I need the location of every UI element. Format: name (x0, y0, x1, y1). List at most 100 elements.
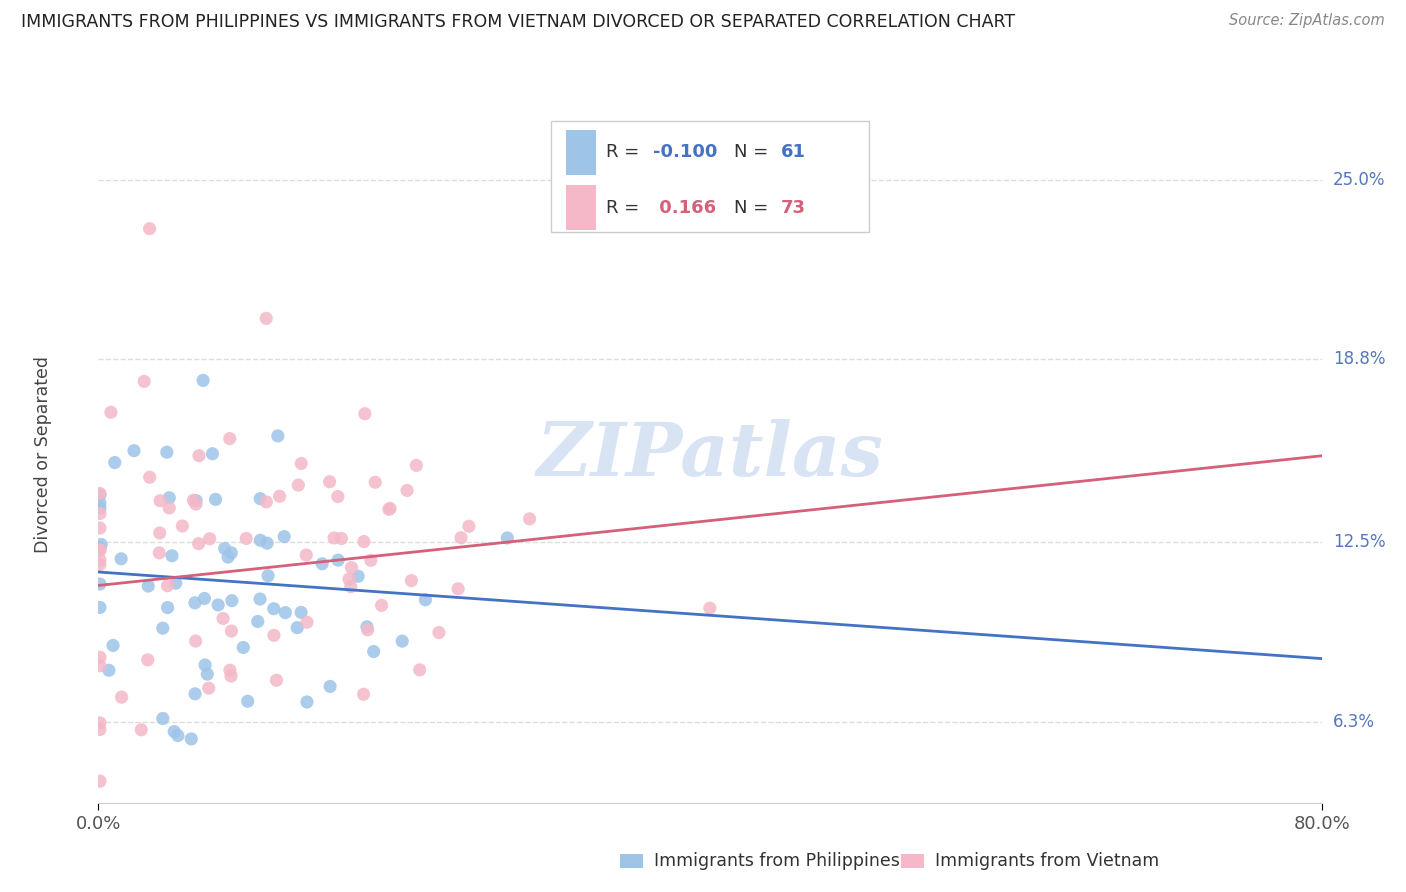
Point (217, 550, 239, 565)
Point (207, 598, 229, 612)
Point (699, 601, 721, 615)
Point (254, 495, 277, 509)
Point (295, 695, 318, 709)
Point (370, 599, 392, 613)
Point (89, 488, 111, 502)
Point (339, 580, 361, 594)
Point (97, 663, 120, 677)
Point (89, 496, 111, 510)
Point (188, 449, 211, 463)
Point (157, 500, 180, 515)
Point (378, 502, 401, 516)
Point (198, 532, 221, 546)
Point (100, 405, 122, 419)
Point (172, 519, 194, 533)
Point (254, 311, 277, 326)
Point (285, 621, 308, 635)
Point (391, 634, 413, 648)
Point (183, 493, 205, 508)
Point (184, 493, 207, 508)
Point (152, 711, 174, 725)
Point (221, 546, 243, 560)
Text: 6.3%: 6.3% (1333, 713, 1375, 731)
Point (405, 458, 427, 473)
Point (165, 576, 187, 591)
Point (232, 640, 254, 655)
Text: 18.8%: 18.8% (1333, 351, 1385, 368)
Point (354, 407, 377, 421)
Point (496, 531, 519, 545)
Text: Immigrants from Philippines: Immigrants from Philippines (654, 852, 900, 870)
Point (340, 560, 363, 574)
Point (219, 663, 242, 677)
Point (89, 558, 111, 572)
Text: N =: N = (734, 143, 775, 161)
Point (89, 577, 111, 591)
Point (89, 723, 111, 737)
Point (330, 532, 353, 546)
Point (149, 493, 172, 508)
Point (194, 657, 217, 672)
Point (364, 475, 387, 490)
Text: 12.5%: 12.5% (1333, 533, 1385, 551)
FancyBboxPatch shape (551, 121, 869, 232)
Point (415, 592, 437, 607)
Point (129, 723, 152, 737)
Point (214, 541, 236, 556)
Point (287, 478, 309, 492)
Point (263, 601, 285, 615)
Point (89, 774, 111, 789)
Text: 25.0%: 25.0% (1333, 170, 1385, 188)
Point (218, 432, 240, 446)
Point (295, 615, 318, 630)
Point (136, 653, 159, 667)
Point (184, 634, 207, 648)
Point (273, 530, 295, 544)
Point (458, 519, 481, 533)
Point (356, 620, 378, 634)
Point (378, 501, 401, 516)
Point (246, 615, 269, 629)
Point (295, 548, 318, 562)
Point (89, 507, 111, 521)
Text: R =: R = (606, 143, 645, 161)
Point (89, 600, 111, 615)
Point (184, 596, 207, 610)
Text: Source: ZipAtlas.com: Source: ZipAtlas.com (1229, 13, 1385, 29)
Point (138, 470, 160, 484)
Point (249, 592, 271, 607)
Point (249, 533, 271, 548)
Point (427, 625, 450, 640)
Point (347, 569, 370, 583)
Point (152, 621, 174, 635)
Point (89, 543, 111, 558)
Point (212, 611, 235, 625)
Point (353, 687, 375, 701)
Point (156, 579, 179, 593)
Text: IMMIGRANTS FROM PHILIPPINES VS IMMIGRANTS FROM VIETNAM DIVORCED OR SEPARATED COR: IMMIGRANTS FROM PHILIPPINES VS IMMIGRANT… (21, 13, 1015, 31)
Text: Immigrants from Vietnam: Immigrants from Vietnam (935, 852, 1159, 870)
Point (89, 521, 111, 535)
Point (89, 543, 111, 558)
Point (157, 491, 180, 505)
Point (290, 606, 312, 620)
Point (163, 724, 186, 739)
Point (221, 593, 243, 607)
Point (89, 658, 111, 673)
Point (89, 541, 111, 555)
Point (156, 600, 179, 615)
Point (122, 443, 145, 458)
Point (323, 531, 346, 545)
Point (396, 483, 419, 498)
Point (219, 669, 242, 683)
Point (134, 375, 156, 389)
Point (184, 497, 207, 511)
Point (256, 536, 278, 550)
Point (156, 445, 179, 459)
Point (167, 729, 190, 743)
Point (184, 687, 207, 701)
Point (318, 475, 340, 489)
Point (326, 490, 349, 504)
Text: 73: 73 (780, 199, 806, 217)
Point (269, 489, 291, 503)
